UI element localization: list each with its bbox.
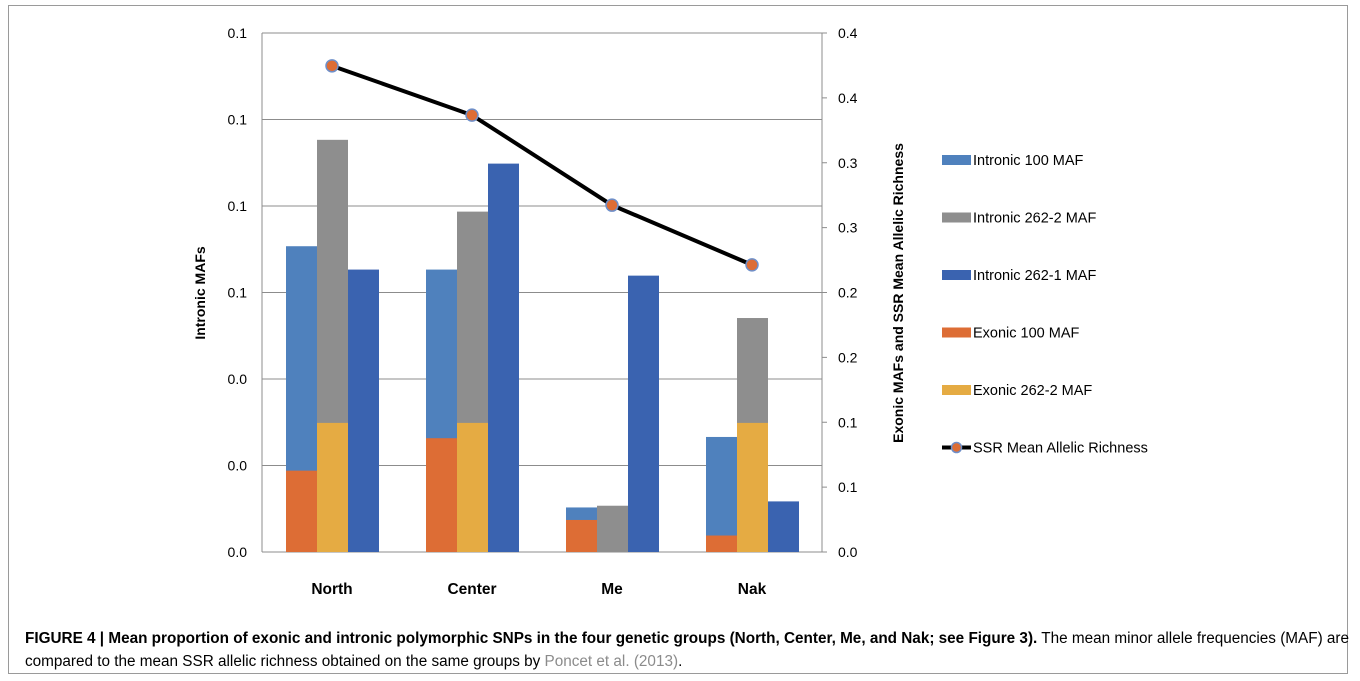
figure-caption: FIGURE 4 | Mean proportion of exonic and… — [25, 627, 1350, 673]
legend-swatch — [942, 155, 971, 165]
right-axis-title: Exonic MAFs and SSR Mean Allelic Richnes… — [890, 143, 906, 443]
category-label: North — [311, 581, 352, 598]
category-label: Center — [447, 581, 496, 598]
chart-area: 0.0 0.0 0.0 0.1 0.1 0.1 0.1 0.0 0.1 0.1 0.2 0.2 0.3 0… — [192, 25, 1148, 598]
bar-exonic-262-2-maf — [737, 422, 768, 552]
category-label: Nak — [738, 581, 767, 598]
bar-intronic-262-1-maf — [348, 269, 379, 552]
right-tick-label: 0.1 — [838, 414, 858, 430]
bar-intronic-262-1-maf — [768, 501, 799, 552]
caption-end: . — [678, 653, 683, 670]
right-tick-label: 0.3 — [838, 220, 858, 236]
legend-label: SSR Mean Allelic Richness — [973, 441, 1148, 457]
right-tick-label: 0.4 — [838, 90, 858, 106]
bar-intronic-262-2-maf — [597, 505, 628, 552]
left-tick-label: 0.0 — [228, 371, 248, 387]
bar-exonic-262-2-maf — [317, 422, 348, 552]
category-label: Me — [601, 581, 623, 598]
bar-exonic-100-maf — [286, 470, 317, 552]
right-tick-label: 0.2 — [838, 285, 858, 301]
legend-swatch — [942, 212, 971, 223]
right-tick-label: 0.4 — [838, 25, 858, 41]
left-tick-label: 0.1 — [228, 198, 248, 214]
ssr-point — [745, 258, 759, 272]
legend-marker-swatch — [950, 441, 963, 454]
bar-intronic-262-1-maf — [488, 163, 519, 553]
right-tick-label: 0.0 — [838, 544, 858, 560]
legend-swatch — [942, 385, 971, 395]
legend-label: Intronic 262-1 MAF — [973, 268, 1096, 284]
ssr-point — [465, 108, 479, 122]
legend-label: Exonic 262-2 MAF — [973, 383, 1092, 399]
caption-label: FIGURE 4 | Mean proportion of exonic and… — [25, 630, 1038, 647]
left-tick-label: 0.0 — [228, 544, 248, 560]
bar-intronic-100-maf — [706, 436, 737, 552]
bar-exonic-100-maf — [426, 438, 457, 552]
right-tick-label: 0.3 — [838, 155, 858, 171]
left-axis-title: Intronic MAFs — [192, 246, 208, 340]
ssr-point — [605, 198, 619, 212]
left-tick-label: 0.1 — [228, 25, 248, 41]
bar-exonic-100-maf — [706, 535, 737, 552]
right-tick-label: 0.2 — [838, 349, 858, 365]
bar-intronic-262-1-maf — [628, 275, 659, 552]
ssr-point — [325, 59, 339, 73]
legend-swatch — [942, 270, 971, 280]
bar-exonic-262-2-maf — [457, 422, 488, 552]
left-tick-label: 0.1 — [228, 285, 248, 301]
legend-label: Exonic 100 MAF — [973, 326, 1080, 342]
legend-label: Intronic 100 MAF — [973, 153, 1084, 169]
legend-label: Intronic 262-2 MAF — [973, 211, 1096, 227]
legend-swatch — [942, 327, 971, 338]
left-tick-label: 0.0 — [228, 458, 248, 474]
caption-text: The mean minor allele frequencies (MAF) … — [25, 630, 1350, 670]
right-tick-label: 0.1 — [838, 479, 858, 495]
left-tick-label: 0.1 — [228, 112, 248, 128]
bar-exonic-100-maf — [566, 519, 597, 552]
ssr-line — [331, 63, 753, 267]
figure-frame: 0.0 0.0 0.0 0.1 0.1 0.1 0.1 0.0 0.1 0.1 0.2 0.2 0.3 0… — [8, 5, 1350, 674]
caption-citation-link[interactable]: Poncet et al. (2013) — [544, 653, 679, 670]
